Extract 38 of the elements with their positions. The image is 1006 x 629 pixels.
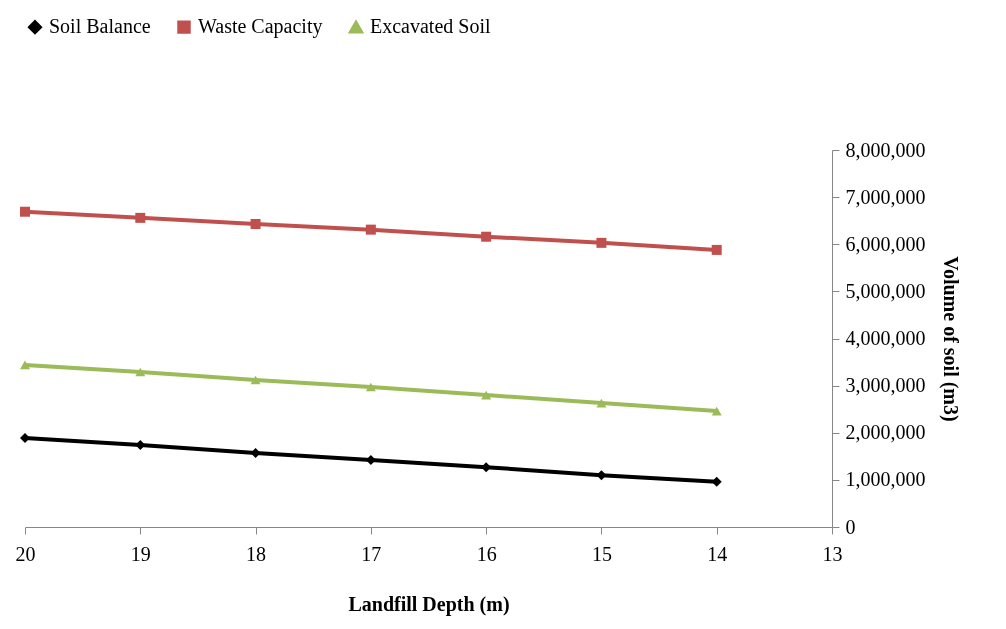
x-tick-label: 18 <box>246 542 267 565</box>
x-tick-label: 19 <box>130 542 151 565</box>
point <box>711 406 722 416</box>
y2-tick-label: 6,000,000 <box>845 232 926 255</box>
point <box>20 206 30 217</box>
legend-label: Soil Balance <box>49 15 151 38</box>
y2-tick-label: 2,000,000 <box>845 421 926 444</box>
x-tick-label: 17 <box>361 542 382 565</box>
y2-tick-label: 3,000,000 <box>845 374 926 397</box>
point <box>250 448 261 459</box>
point <box>135 212 146 223</box>
y2-tick-label: 4,000,000 <box>845 327 926 349</box>
point <box>596 398 607 408</box>
y2-tick-label: 7,000,000 <box>845 185 926 208</box>
x-tick-label: 16 <box>476 542 497 565</box>
x-tick-label: 20 <box>15 542 36 565</box>
x-axis-title: Landfill Depth (m) <box>348 592 510 616</box>
point <box>20 432 30 443</box>
y2-tick-label: 0 <box>845 515 856 538</box>
y2-tick-label: 1,000,000 <box>845 468 926 491</box>
x-tick-label: 14 <box>707 542 728 565</box>
point <box>365 382 376 392</box>
legend-label: Waste Capacity <box>198 15 323 39</box>
point <box>250 218 261 229</box>
point <box>20 360 30 370</box>
legend-label: Excavated Soil <box>370 15 491 38</box>
point <box>135 367 146 377</box>
point <box>481 390 492 400</box>
x-tick-label: 15 <box>591 542 612 565</box>
point <box>481 231 492 242</box>
y2-tick-label: 5,000,000 <box>845 279 926 302</box>
point <box>711 244 722 255</box>
point <box>596 237 607 248</box>
x-tick-label: 13 <box>822 542 843 565</box>
point <box>365 224 376 235</box>
y2-tick-label: 8,000,000 <box>845 138 926 161</box>
point <box>250 375 261 385</box>
y2-axis-title: Volume of soil (m3) <box>938 256 962 422</box>
